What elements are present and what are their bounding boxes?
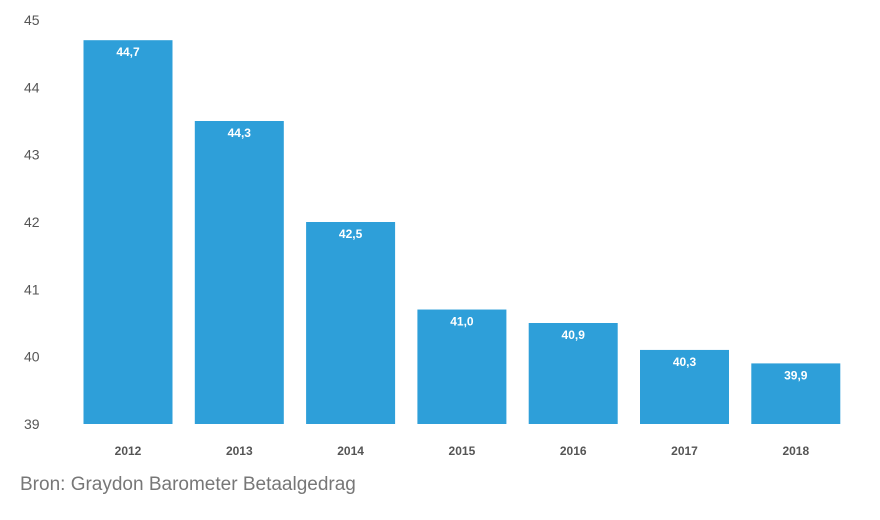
y-tick-label: 42 xyxy=(24,214,40,230)
data-label-2015: 41,0 xyxy=(450,315,474,329)
y-tick-label: 44 xyxy=(24,79,40,95)
x-tick-label-2012: 2012 xyxy=(115,444,142,458)
data-label-2014: 42,5 xyxy=(339,227,363,241)
x-axis: 2012 2013 2014 2015 2016 2017 2018 xyxy=(115,444,810,458)
data-label-2016: 40,9 xyxy=(562,328,586,342)
x-tick-label-2016: 2016 xyxy=(560,444,587,458)
bar-2018 xyxy=(751,363,841,424)
x-tick-label-2015: 2015 xyxy=(449,444,476,458)
data-labels: 44,7 44,3 42,5 41,0 40,9 40,3 39,9 xyxy=(116,45,807,382)
data-label-2018: 39,9 xyxy=(784,368,808,382)
data-label-2017: 40,3 xyxy=(673,355,697,369)
data-label-2013: 44,3 xyxy=(228,126,252,140)
bars xyxy=(83,40,841,424)
y-tick-label: 39 xyxy=(24,416,40,432)
y-tick-label: 40 xyxy=(24,349,40,365)
bar-chart: 39 40 41 42 43 44 45 44,7 44,3 42,5 41,0 40,9 40,3 3… xyxy=(24,12,841,458)
y-tick-label: 43 xyxy=(24,147,40,163)
y-tick-label: 41 xyxy=(24,281,40,297)
bar-2016 xyxy=(528,323,618,424)
bar-2015 xyxy=(417,309,507,424)
x-tick-label-2013: 2013 xyxy=(226,444,253,458)
source-note: Bron: Graydon Barometer Betaalgedrag xyxy=(20,474,356,495)
x-tick-label-2017: 2017 xyxy=(671,444,698,458)
bar-2012 xyxy=(83,40,173,424)
x-tick-label-2014: 2014 xyxy=(337,444,364,458)
bar-2013 xyxy=(194,121,284,424)
bar-2017 xyxy=(640,349,729,424)
bar-2014 xyxy=(306,222,396,424)
y-tick-label: 45 xyxy=(24,12,40,28)
y-axis: 39 40 41 42 43 44 45 xyxy=(24,12,40,432)
data-label-2012: 44,7 xyxy=(116,45,140,59)
x-tick-label-2018: 2018 xyxy=(782,444,809,458)
